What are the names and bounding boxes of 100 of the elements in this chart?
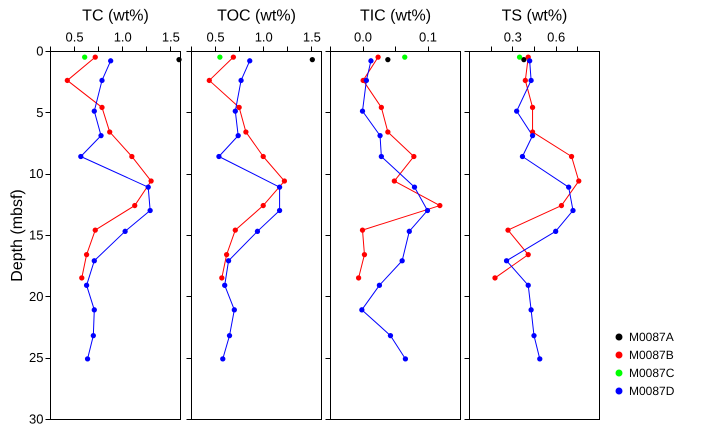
legend-label: M0087A: [629, 330, 674, 344]
y-tick-label: 0: [36, 44, 44, 58]
point: [492, 275, 498, 281]
y-tick-label: 20: [29, 288, 44, 304]
point: [222, 282, 228, 288]
point: [99, 104, 105, 110]
point: [132, 202, 138, 208]
y-tick-label: 25: [29, 350, 44, 366]
point: [576, 178, 582, 184]
point: [260, 154, 266, 160]
point: [360, 108, 366, 114]
point: [388, 332, 394, 338]
point: [530, 104, 536, 110]
point: [206, 78, 212, 84]
x-tick-label: 1.0: [114, 30, 132, 44]
point: [276, 184, 282, 190]
point: [78, 154, 84, 160]
y-tick-label: 5: [36, 104, 44, 120]
x-tick-label: 1.5: [302, 30, 321, 44]
point: [527, 58, 532, 64]
point: [217, 54, 223, 60]
point: [402, 54, 408, 60]
point: [236, 104, 242, 110]
point: [92, 227, 98, 233]
point: [528, 307, 534, 312]
point: [310, 56, 315, 62]
legend-label: M0087C: [629, 366, 675, 380]
x-axis-title: TS (wt%): [502, 8, 568, 24]
point: [148, 208, 153, 214]
point: [392, 178, 397, 184]
legend-label: M0087B: [629, 348, 674, 362]
point: [364, 78, 370, 84]
point: [254, 228, 260, 234]
point: [522, 78, 528, 84]
point: [376, 282, 382, 288]
point: [568, 154, 574, 160]
x-tick-label: 0.6: [547, 30, 566, 44]
point: [526, 282, 531, 288]
point: [92, 307, 97, 312]
legend-label: M0087D: [629, 384, 675, 398]
point: [226, 332, 232, 338]
point: [92, 258, 97, 264]
point: [558, 202, 564, 208]
y-tick-label: 30: [29, 412, 44, 426]
point: [230, 54, 236, 60]
point: [437, 202, 442, 208]
point: [412, 184, 418, 190]
point: [232, 227, 238, 233]
point: [526, 252, 531, 258]
point: [530, 133, 536, 138]
point: [238, 78, 244, 84]
point: [122, 228, 128, 234]
y-tick-label: 10: [29, 166, 44, 182]
point: [224, 252, 230, 258]
x-tick-label: 0.5: [206, 30, 225, 44]
y-axis-title: Depth (mbsf): [9, 189, 26, 282]
point: [92, 108, 97, 114]
point: [226, 258, 232, 264]
point: [282, 178, 288, 184]
point: [236, 133, 241, 138]
point: [84, 282, 90, 288]
point: [360, 227, 366, 233]
y-tick-label: 15: [29, 228, 44, 242]
point: [521, 56, 527, 62]
point: [84, 252, 90, 258]
point: [79, 275, 84, 281]
point: [528, 78, 534, 84]
point: [406, 228, 412, 234]
x-tick-label: 1.5: [162, 30, 180, 44]
x-tick-label: 0.0: [354, 30, 372, 44]
point: [243, 129, 249, 135]
point: [359, 307, 364, 312]
x-tick-label: 0.1: [418, 30, 438, 44]
point: [90, 332, 96, 338]
point: [385, 56, 390, 62]
point: [107, 129, 112, 135]
point: [220, 356, 226, 362]
point: [247, 58, 252, 64]
point: [377, 133, 383, 138]
point: [368, 58, 374, 64]
point: [537, 356, 542, 362]
x-tick-label: 1.0: [254, 30, 273, 44]
point: [375, 54, 381, 60]
point: [84, 356, 90, 362]
point: [129, 154, 134, 160]
point: [232, 108, 238, 114]
point: [99, 78, 105, 84]
point: [356, 275, 362, 281]
point: [514, 108, 520, 114]
point: [505, 227, 511, 233]
point: [570, 208, 576, 214]
x-tick-label: 0.5: [66, 30, 84, 44]
point: [566, 184, 572, 190]
point: [504, 258, 510, 264]
point: [531, 332, 537, 338]
x-axis-title: TC (wt%): [82, 8, 149, 24]
point: [553, 228, 558, 234]
point: [424, 208, 430, 214]
point: [216, 154, 222, 160]
x-axis-title: TOC (wt%): [217, 8, 296, 24]
